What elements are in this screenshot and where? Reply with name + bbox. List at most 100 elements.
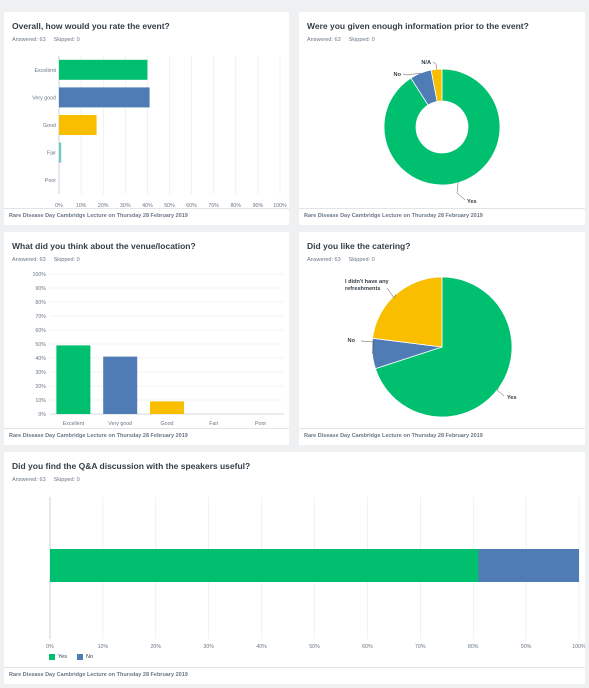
overall-rating-bar-chart: 0% 10% 20% 30% 40% 50% 60% 70% 80% 90% 100% Excelle… — [32, 56, 287, 209]
x-tick-label: 70% — [415, 644, 426, 650]
x-tick-label: 80% — [230, 203, 241, 209]
x-tick-label: 10% — [76, 203, 87, 209]
y-tick-label: Good — [43, 123, 56, 129]
bar-very-good — [59, 87, 150, 108]
slice-label-no: No — [394, 72, 402, 78]
y-tick-label: 40% — [35, 356, 46, 362]
y-tick-label: 80% — [35, 300, 46, 306]
leader-line — [496, 387, 505, 397]
y-tick-label: 50% — [35, 342, 46, 348]
footer-text: Rare Disease Day Cambridge Lecture on Th… — [304, 433, 483, 439]
y-tick-label: 30% — [35, 370, 46, 376]
footer-text: Rare Disease Day Cambridge Lecture on Th… — [9, 433, 188, 439]
chart-legend: Yes No — [49, 654, 93, 660]
slice-label-yes: Yes — [467, 199, 477, 205]
skipped-count: Skipped: 0 — [53, 257, 80, 263]
x-tick-label: 20% — [98, 203, 109, 209]
footer-text: Rare Disease Day Cambridge Lecture on Th… — [9, 213, 188, 219]
answered-count: Answered: 63 — [12, 37, 46, 43]
y-tick-label: 100% — [32, 272, 46, 278]
legend-swatch-no — [76, 654, 83, 660]
chart-card-qa-discussion: Did you find the Q&A discussion with the… — [4, 452, 585, 684]
chart-title: Were you given enough information prior … — [307, 21, 529, 31]
x-tick-label: 80% — [468, 644, 479, 650]
slice-label-yes: Yes — [507, 395, 517, 401]
x-tick-label: Very good — [108, 421, 132, 427]
x-tick-label: 90% — [521, 644, 532, 650]
leader-line — [402, 72, 421, 76]
y-tick-label: 90% — [35, 286, 46, 292]
x-tick-label: 90% — [253, 203, 264, 209]
slice-label-n-a: N/A — [421, 60, 431, 66]
leader-line — [360, 340, 375, 354]
x-tick-label: 0% — [55, 203, 63, 209]
chart-card-venue: What did you think about the venue/locat… — [4, 232, 289, 445]
bar-excellent — [59, 59, 148, 80]
x-tick-label: Fair — [209, 421, 218, 427]
bar-good — [59, 115, 97, 135]
answered-count: Answered: 63 — [12, 477, 46, 483]
information-donut-chart: Yes No N/A — [383, 60, 501, 205]
x-tick-label: Excellent — [63, 421, 85, 427]
x-tick-label: 10% — [98, 644, 109, 650]
venue-bar-chart: 0% 10% 20% 30% 40% 50% 60% 70% 80% 90% 100% Excelle… — [32, 272, 284, 427]
y-tick-label: 70% — [35, 314, 46, 320]
bar-good — [150, 401, 184, 414]
x-tick-label: 40% — [142, 203, 153, 209]
x-tick-label: Good — [161, 421, 174, 427]
x-tick-label: Poor — [255, 421, 266, 427]
x-tick-label: 60% — [362, 644, 373, 650]
y-tick-label: Very good — [32, 95, 56, 101]
response-stats: Answered: 63 Skipped: 0 — [12, 257, 88, 263]
chart-footer: Rare Disease Day Cambridge Lecture on Th… — [4, 208, 289, 225]
chart-footer: Rare Disease Day Cambridge Lecture on Th… — [299, 428, 585, 445]
chart-title: Did you like the catering? — [307, 241, 411, 251]
chart-title: Did you find the Q&A discussion with the… — [12, 461, 251, 471]
x-tick-label: 100% — [273, 203, 287, 209]
x-tick-label: 100% — [572, 644, 585, 650]
y-tick-label: Excellent — [35, 68, 57, 74]
bar-segment-no — [478, 549, 579, 582]
x-tick-label: 30% — [120, 203, 131, 209]
skipped-count: Skipped: 0 — [348, 257, 375, 263]
bar-very-good — [103, 356, 138, 414]
answered-count: Answered: 63 — [12, 257, 46, 263]
chart-title: What did you think about the venue/locat… — [12, 241, 196, 251]
slice-n-a — [430, 68, 443, 102]
x-tick-label: 50% — [164, 203, 175, 209]
slice-label-i-didn-t-have-any-refreshments: refreshments — [345, 286, 380, 292]
response-stats: Answered: 63 Skipped: 0 — [307, 257, 383, 263]
x-tick-label: 40% — [256, 644, 267, 650]
x-tick-label: 20% — [150, 644, 161, 650]
chart-footer: Rare Disease Day Cambridge Lecture on Th… — [299, 208, 585, 225]
answered-count: Answered: 63 — [307, 257, 341, 263]
chart-card-catering: Did you like the catering? Answered: 63 S… — [299, 232, 585, 445]
chart-title: Overall, how would you rate the event? — [12, 21, 170, 31]
answered-count: Answered: 63 — [307, 37, 341, 43]
skipped-count: Skipped: 0 — [53, 37, 80, 43]
response-stats: Answered: 63 Skipped: 0 — [307, 37, 383, 43]
bar-segment-yes — [50, 549, 479, 582]
footer-text: Rare Disease Day Cambridge Lecture on Th… — [304, 213, 483, 219]
bar-fair — [59, 142, 62, 163]
y-tick-label: 60% — [35, 328, 46, 334]
x-tick-label: 0% — [46, 644, 54, 650]
slice-i-didn-t-have-any-refreshments — [372, 276, 443, 348]
chart-footer: Rare Disease Day Cambridge Lecture on Th… — [4, 428, 289, 445]
y-tick-label: Fair — [47, 151, 56, 157]
y-tick-label: 0% — [38, 412, 46, 418]
slice-label-i-didn-t-have-any-refreshments: I didn't have any — [345, 279, 389, 285]
leader-line — [386, 287, 396, 299]
chart-card-overall-rating: Overall, how would you rate the event? A… — [4, 12, 289, 225]
leader-line — [432, 61, 437, 70]
x-tick-label: 30% — [203, 644, 214, 650]
y-tick-label: Poor — [45, 178, 56, 184]
response-stats: Answered: 63 Skipped: 0 — [12, 477, 88, 483]
slice-label-no: No — [348, 338, 356, 344]
skipped-count: Skipped: 0 — [348, 37, 375, 43]
legend-label-no: No — [85, 654, 94, 660]
skipped-count: Skipped: 0 — [53, 477, 80, 483]
y-tick-label: 20% — [35, 384, 46, 390]
x-tick-label: 70% — [208, 203, 219, 209]
